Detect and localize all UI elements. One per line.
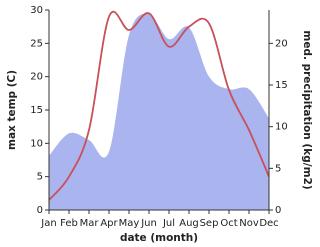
y2-axis-title: med. precipitation (kg/m2) xyxy=(301,30,313,189)
x-axis-title: date (month) xyxy=(120,232,198,244)
x-tick-label: Jun xyxy=(140,218,157,229)
y2-tick-label: 5 xyxy=(275,163,281,174)
x-tick-label: Dec xyxy=(259,218,278,229)
x-tick-label: Apr xyxy=(100,218,118,229)
y-axis-title: max temp (C) xyxy=(6,70,18,150)
x-tick-label: Nov xyxy=(239,218,259,229)
y-tick-label: 30 xyxy=(30,5,43,16)
y-tick-label: 10 xyxy=(30,138,43,149)
x-tick-label: Sep xyxy=(200,218,219,229)
y2-tick-label: 20 xyxy=(275,38,288,49)
y2-tick-label: 10 xyxy=(275,122,288,133)
x-tick-label: Jul xyxy=(162,218,175,229)
precipitation-area xyxy=(49,13,269,211)
y-tick-label: 15 xyxy=(30,105,43,116)
x-tick-label: Jan xyxy=(40,218,56,229)
x-tick-label: Mar xyxy=(80,218,100,229)
y-tick-label: 25 xyxy=(30,38,43,49)
y-tick-label: 0 xyxy=(37,205,43,216)
y-tick-label: 20 xyxy=(30,72,43,83)
temp-line xyxy=(48,10,270,201)
x-tick-label: Oct xyxy=(220,218,237,229)
x-tick-label: Feb xyxy=(60,218,78,229)
y2-tick-label: 0 xyxy=(275,205,281,216)
y-tick-label: 5 xyxy=(37,172,43,183)
y2-tick-label: 15 xyxy=(275,80,288,91)
x-tick-label: Aug xyxy=(179,218,199,229)
x-tick-label: May xyxy=(119,218,140,229)
